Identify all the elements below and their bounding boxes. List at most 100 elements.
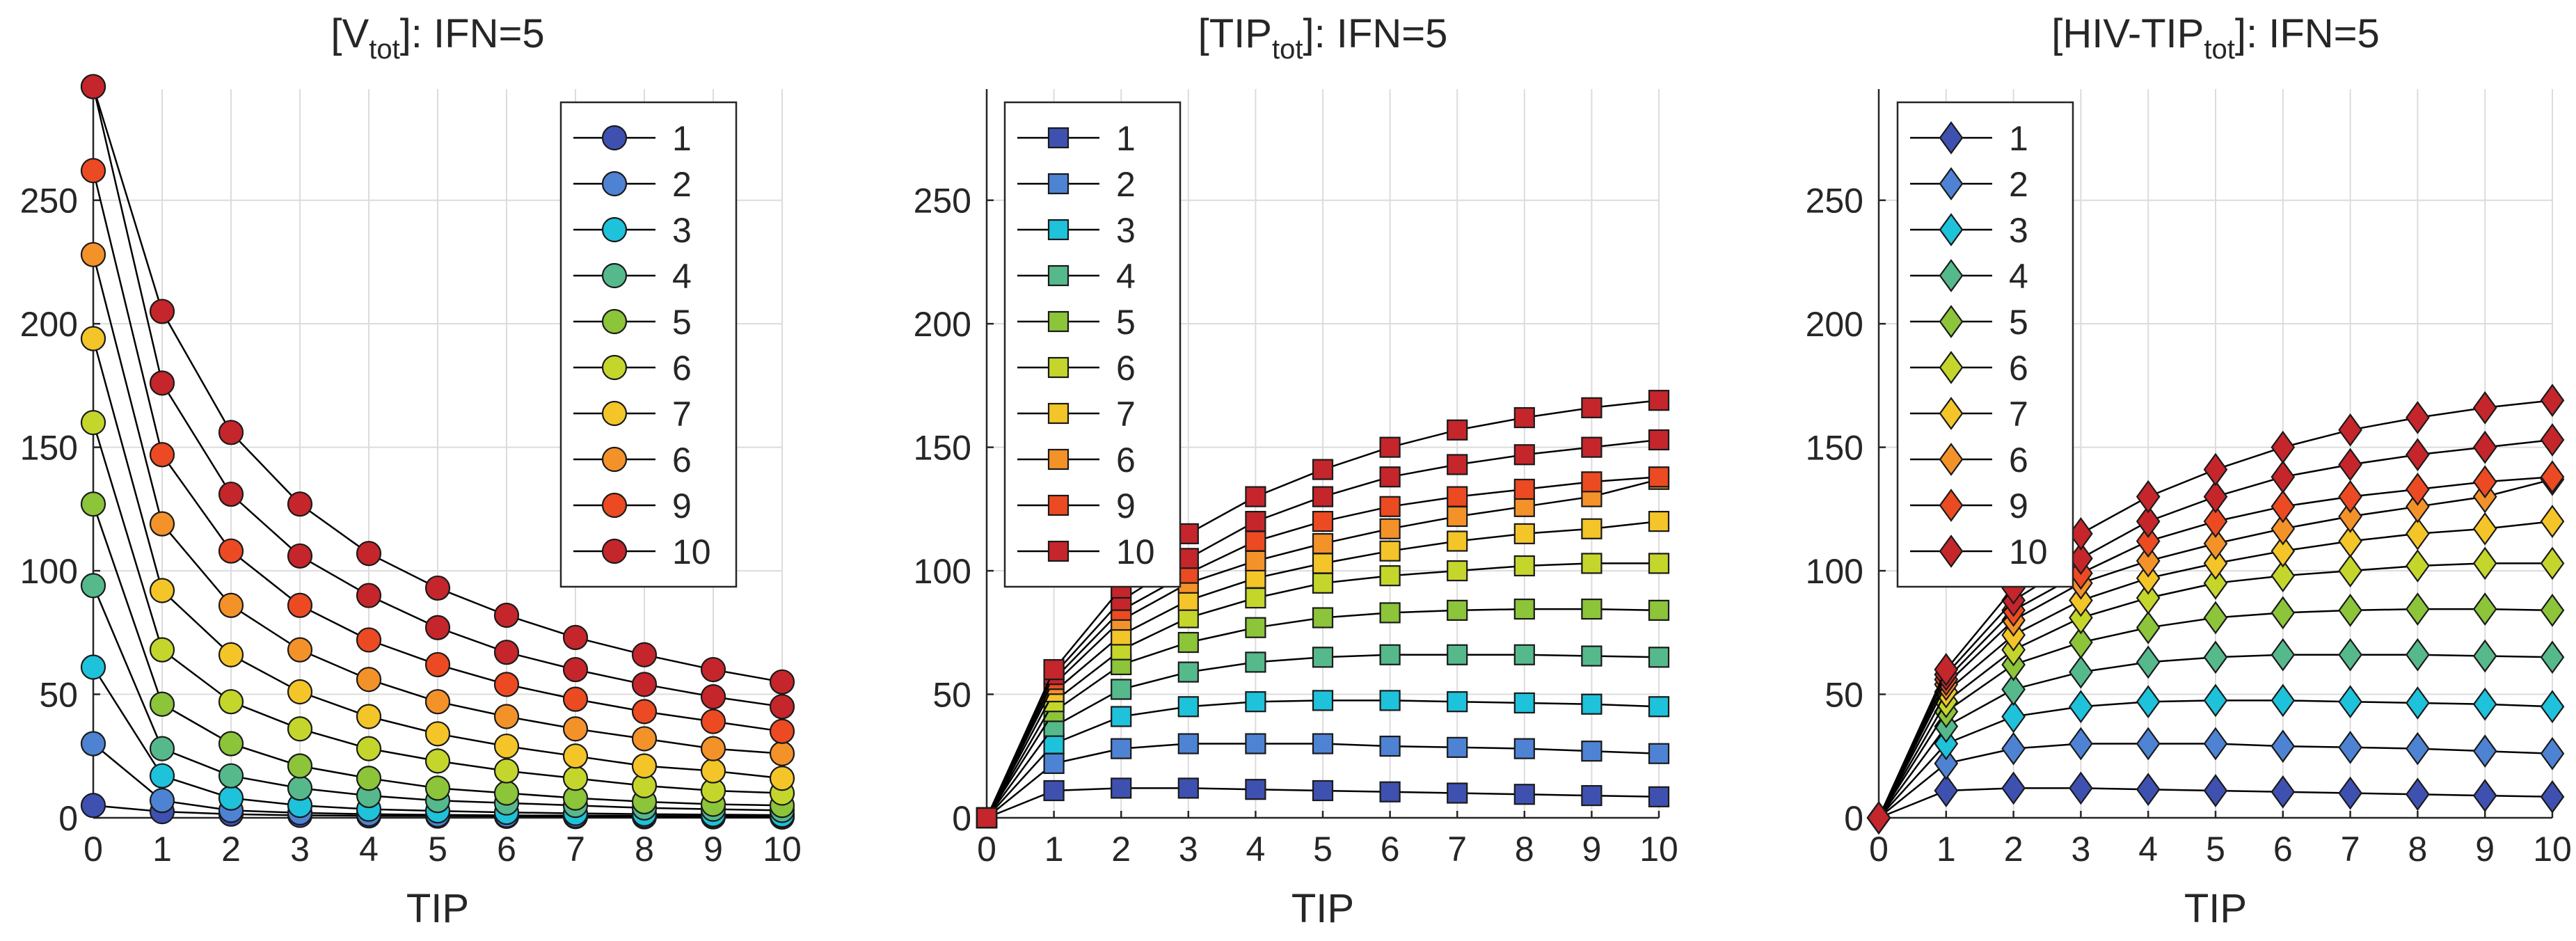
legend-label: 3 — [1116, 211, 1136, 250]
data-point — [1379, 496, 1401, 517]
data-point — [1934, 727, 1959, 761]
data-point — [2203, 683, 2228, 718]
y-tick-label: 100 — [1806, 552, 1863, 591]
data-point — [2271, 775, 2296, 809]
x-tick-label: 8 — [635, 830, 654, 869]
legend-entry-5: 5 — [1910, 303, 2028, 342]
data-point — [1513, 644, 1535, 665]
legend-label: 1 — [1116, 119, 1136, 158]
data-point — [1245, 691, 1266, 713]
legend-label: 1 — [2009, 119, 2028, 158]
series-11 — [80, 74, 795, 695]
y-tick-label: 100 — [20, 552, 78, 591]
data-point — [1513, 784, 1535, 805]
legend: 1 2 3 4 5 6 7 6 9 10 — [1896, 101, 2074, 588]
data-point — [356, 766, 382, 791]
x-tick-label: 9 — [703, 830, 723, 869]
legend-entry-10: 10 — [1017, 532, 1155, 571]
series-1 — [976, 777, 1670, 829]
data-point — [700, 758, 726, 784]
data-point — [1513, 598, 1535, 620]
x-tick-label: 3 — [1179, 830, 1198, 869]
data-point — [2338, 776, 2362, 810]
data-point — [218, 763, 244, 789]
data-point — [218, 785, 244, 811]
data-point — [1177, 523, 1199, 544]
data-point — [218, 592, 244, 618]
data-point — [2271, 512, 2296, 546]
data-point — [80, 793, 106, 819]
data-point — [1245, 550, 1266, 571]
legend-marker — [601, 125, 628, 151]
data-point — [2136, 561, 2161, 595]
data-point — [149, 299, 175, 324]
legend-box — [1896, 101, 2074, 588]
legend-label: 7 — [1116, 395, 1136, 434]
data-point — [1177, 631, 1199, 654]
data-point — [1245, 486, 1266, 507]
legend-marker — [1047, 264, 1070, 287]
x-tick-label: 6 — [1381, 830, 1400, 869]
data-point — [493, 733, 520, 759]
data-point — [1379, 518, 1401, 539]
data-point — [1245, 617, 1266, 638]
series-2 — [976, 733, 1670, 829]
x-tick-label: 9 — [1582, 830, 1601, 869]
legend-marker — [1939, 167, 1964, 200]
data-point — [2540, 423, 2565, 457]
data-point — [287, 637, 313, 663]
data-point — [1648, 466, 1670, 488]
x-tick-label: 4 — [2138, 830, 2158, 869]
y-tick-label: 0 — [58, 799, 78, 838]
x-tick-label: 1 — [1937, 830, 1956, 869]
data-point — [1245, 530, 1266, 552]
data-point — [1245, 567, 1266, 589]
y-tick-label: 0 — [1844, 799, 1863, 838]
data-point — [287, 543, 313, 569]
y-tick-label: 250 — [20, 182, 78, 221]
x-tick-label: 7 — [2341, 830, 2360, 869]
chart-panel-3: 0 1 2 3 4 5 6 7 8 9 10050100150200250TIP[HIV-TIPto… — [1806, 11, 2572, 931]
data-point — [1581, 784, 1603, 807]
data-point — [1312, 780, 1334, 802]
data-point — [424, 615, 451, 640]
x-tick-label: 8 — [2408, 830, 2427, 869]
legend-entry-4: 4 — [1017, 257, 1136, 296]
y-tick-label: 50 — [39, 676, 78, 715]
data-point — [1934, 747, 1959, 780]
data-point — [218, 538, 244, 564]
data-point — [2203, 527, 2228, 560]
legend-entry-2: 2 — [1910, 165, 2028, 204]
data-point — [1648, 743, 1670, 764]
data-point — [218, 481, 244, 507]
data-point — [2338, 730, 2362, 764]
data-point — [2136, 610, 2161, 645]
data-point — [700, 736, 726, 761]
data-point — [1648, 511, 1670, 532]
x-tick-label: 0 — [1869, 830, 1889, 869]
data-point — [1245, 733, 1266, 754]
data-point — [1581, 741, 1603, 762]
data-point — [2203, 774, 2228, 807]
data-point — [1111, 738, 1132, 759]
data-point — [1513, 523, 1535, 544]
data-point — [1379, 540, 1401, 562]
data-point — [493, 640, 520, 665]
legend-marker — [1939, 443, 1964, 476]
y-tick-label: 200 — [1806, 305, 1863, 344]
data-point — [1513, 555, 1535, 577]
legend-marker — [601, 216, 628, 243]
data-point — [1447, 691, 1468, 713]
data-point — [1312, 459, 1334, 480]
data-point — [2136, 544, 2161, 578]
data-point — [1379, 735, 1401, 757]
legend-entry-4: 4 — [1910, 257, 2028, 296]
data-point — [1379, 436, 1401, 458]
x-tick-label: 1 — [152, 830, 172, 869]
data-point — [2540, 546, 2565, 580]
data-point — [1312, 572, 1334, 594]
legend-marker — [1939, 351, 1964, 384]
data-point — [2069, 655, 2093, 689]
legend-entry-1: 1 — [1017, 119, 1136, 158]
